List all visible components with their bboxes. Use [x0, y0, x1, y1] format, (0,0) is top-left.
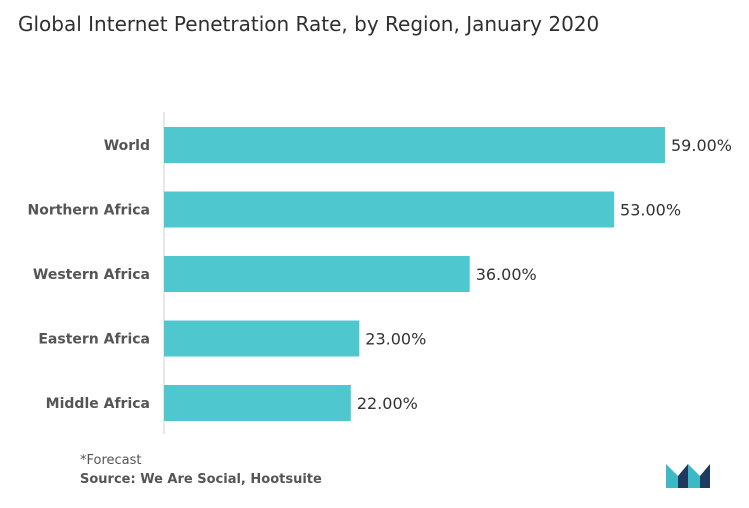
logo-mid-shape — [678, 464, 688, 488]
value-label: 22.00% — [357, 394, 418, 413]
logo-right-shape — [688, 464, 700, 488]
bar-western-africa — [164, 256, 470, 292]
value-label: 23.00% — [365, 330, 426, 349]
bars-group: World 59.00% Northern Africa 53.00% Western … — [27, 127, 732, 421]
value-label: 36.00% — [476, 265, 537, 284]
category-label: World — [104, 138, 150, 154]
value-label: 53.00% — [620, 201, 681, 220]
brand-logo-icon — [666, 464, 710, 488]
source-line: Source: We Are Social, Hootsuite — [80, 472, 322, 487]
forecast-note: *Forecast — [80, 453, 142, 468]
bar-northern-africa — [164, 191, 615, 228]
bar-eastern-africa — [164, 320, 360, 357]
category-label: Northern Africa — [27, 203, 150, 219]
bar-world — [164, 127, 665, 163]
category-label: Middle Africa — [46, 396, 150, 412]
logo-tail-shape — [700, 464, 710, 488]
logo-left-shape — [666, 464, 678, 488]
category-label: Western Africa — [33, 267, 150, 283]
category-label: Eastern Africa — [38, 332, 150, 348]
value-label: 59.00% — [671, 136, 732, 155]
bar-middle-africa — [164, 385, 351, 421]
chart-title: Global Internet Penetration Rate, by Reg… — [18, 12, 600, 36]
